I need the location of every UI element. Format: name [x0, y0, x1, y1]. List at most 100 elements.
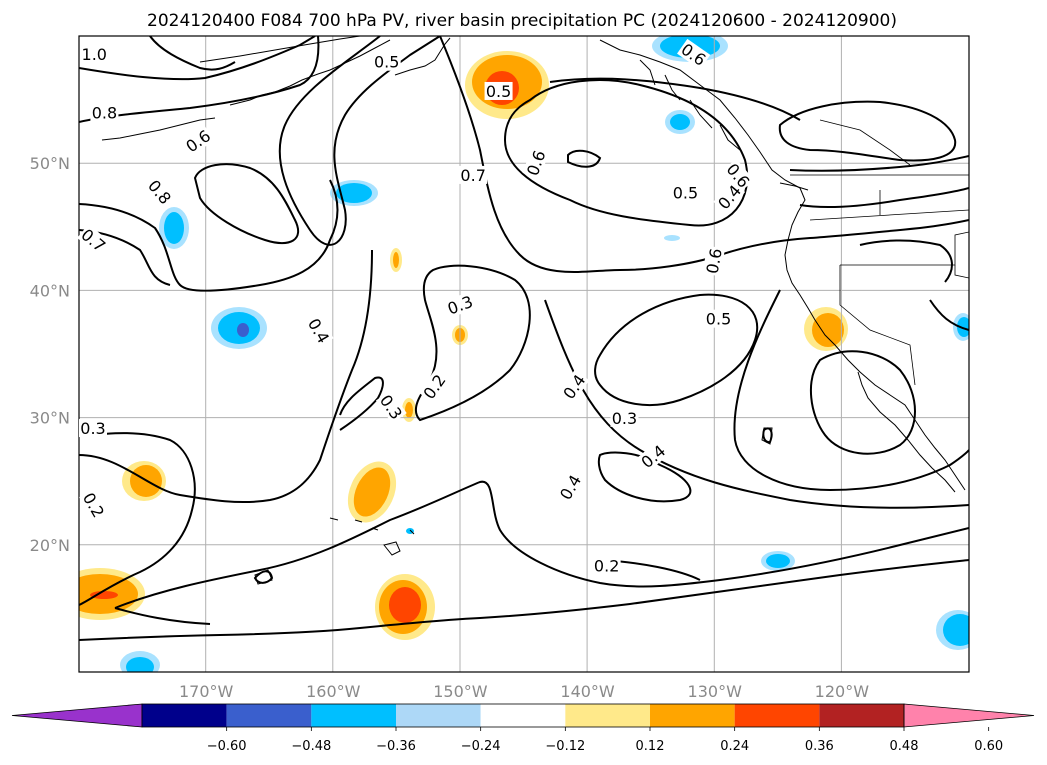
contour-label-halo: [592, 556, 621, 575]
colorbar-tick-label: 0.12: [636, 739, 665, 754]
contour-label-text: 0.5: [673, 184, 698, 203]
contour-label-halo: [181, 125, 215, 157]
contour-label: 0.5: [372, 52, 401, 72]
contour-label: 0.3: [79, 419, 107, 438]
contour-label: 0.8: [90, 103, 119, 123]
contour-label-halo: [443, 291, 477, 318]
map-background: [79, 36, 969, 672]
contour-label-text: 0.3: [80, 419, 105, 438]
anomaly-patch: [90, 591, 118, 599]
colorbar-tick-label: 0.24: [720, 739, 749, 754]
longitude-tick-labels: 170°W 160°W 150°W 140°W 130°W 120°W: [179, 682, 869, 701]
map-frame: [78, 35, 970, 673]
lon-tick-label: 130°W: [688, 682, 743, 701]
anomaly-patch: [164, 212, 184, 244]
anomaly-patch: [336, 183, 372, 203]
anomaly-patch: [405, 402, 413, 418]
colorbar-segment: [734, 704, 820, 727]
contour-label-halo: [636, 440, 670, 473]
contour-label-halo: [79, 419, 107, 438]
colorbar-tick-label: −0.48: [291, 739, 331, 754]
contour-label-halo: [484, 81, 513, 100]
contour-label-halo: [671, 183, 700, 202]
contour-label-halo: [558, 369, 590, 404]
colorbar-segment: [650, 704, 735, 727]
colorbar: −0.60 −0.48 −0.36 −0.24 −0.12 0.12 0.24 0.36 0.4…: [11, 703, 1035, 754]
contour-label-text: 0.5: [374, 53, 399, 72]
contour-label: 0.2: [592, 556, 621, 575]
colorbar-segment: [311, 704, 396, 727]
anomaly-patch: [766, 554, 790, 568]
lon-tick-label: 170°W: [179, 682, 234, 701]
anomaly-patch: [957, 317, 969, 337]
contour-label-halo: [143, 175, 176, 209]
anomaly-patch: [389, 587, 421, 623]
colorbar-extend-low: [11, 703, 143, 728]
contour-label: 0.3: [610, 408, 639, 428]
lat-tick-label: 20°N: [30, 536, 70, 555]
latitude-tick-labels: 50°N 40°N 30°N 20°N: [30, 154, 70, 555]
contour-label-halo: [704, 309, 733, 328]
contour-label: 0.3: [443, 291, 477, 318]
colorbar-tick-label: 0.60: [974, 739, 1003, 754]
contour-label-text: 0.8: [92, 104, 117, 123]
colorbar-frame: [141, 703, 905, 728]
colorbar-tick-label: −0.12: [545, 739, 585, 754]
lon-tick-label: 120°W: [815, 682, 870, 701]
contour-label-halo: [79, 488, 109, 522]
contour-label-halo: [80, 45, 109, 64]
colorbar-segment: [142, 704, 227, 727]
colorbar-tick-label: 0.36: [805, 739, 834, 754]
contour-label-text: 1.0: [82, 45, 107, 64]
lat-tick-label: 30°N: [30, 409, 70, 428]
contour-label-halo: [372, 52, 401, 71]
colorbar-segment: [226, 704, 312, 727]
colorbar-segment: [480, 704, 566, 727]
colorbar-segment: [819, 704, 904, 727]
contour-label-text: 0.7: [460, 166, 485, 185]
contour-label: 0.5: [484, 81, 513, 101]
contour-label-text: 0.5: [486, 82, 511, 101]
contour-label-halo: [90, 103, 119, 122]
colorbar-tick-label: −0.24: [461, 739, 501, 754]
anomaly-patch: [126, 657, 154, 672]
contour-label-halo: [77, 224, 111, 256]
contour-label: 1.0: [80, 45, 109, 64]
political-borders: [790, 119, 969, 386]
anomaly-patch: [670, 114, 690, 130]
contour-label-text: 0.5: [706, 310, 731, 329]
anomaly-patch: [664, 235, 680, 241]
anomaly-patch: [393, 252, 399, 268]
colorbar-tick-label: 0.48: [890, 739, 919, 754]
contour-label: 0.7: [459, 165, 488, 185]
lon-tick-label: 140°W: [560, 682, 615, 701]
colorbar-tick-label: −0.60: [207, 739, 247, 754]
contour-label-text: 0.3: [612, 409, 637, 428]
contour-label-halo: [304, 313, 334, 348]
pv-contours: [79, 36, 969, 641]
contour-label-text: 0.6: [703, 247, 726, 275]
contour-label-halo: [459, 165, 488, 184]
anomaly-patch: [353, 467, 391, 517]
contour-label-halo: [610, 408, 639, 427]
anomaly-patch: [812, 313, 844, 347]
contour-label-text: 0.2: [594, 556, 619, 575]
contour-label-halo: [555, 470, 585, 504]
lon-tick-label: 150°W: [433, 682, 488, 701]
lat-tick-label: 50°N: [30, 154, 70, 173]
contour-label-halo: [713, 180, 746, 214]
map-title: 2024120400 F084 700 hPa PV, river basin …: [147, 11, 897, 31]
anomaly-patch: [237, 323, 249, 337]
contour-label-halo: [522, 146, 550, 180]
colorbar-segment: [396, 704, 481, 727]
contour-label: 0.5: [704, 309, 733, 329]
map-panel: 1.00.80.60.80.70.50.50.7 0.60.60.60.5 0.40…: [30, 35, 970, 701]
contour-label-halo: [722, 158, 755, 192]
contour-label: 0.5: [671, 183, 700, 203]
contour-label-halo: [677, 38, 711, 70]
colorbar-segment: [565, 704, 650, 727]
contour-label-halo: [702, 245, 726, 277]
contour-label-halo: [418, 369, 450, 404]
contour-label: 0.6: [702, 245, 726, 277]
